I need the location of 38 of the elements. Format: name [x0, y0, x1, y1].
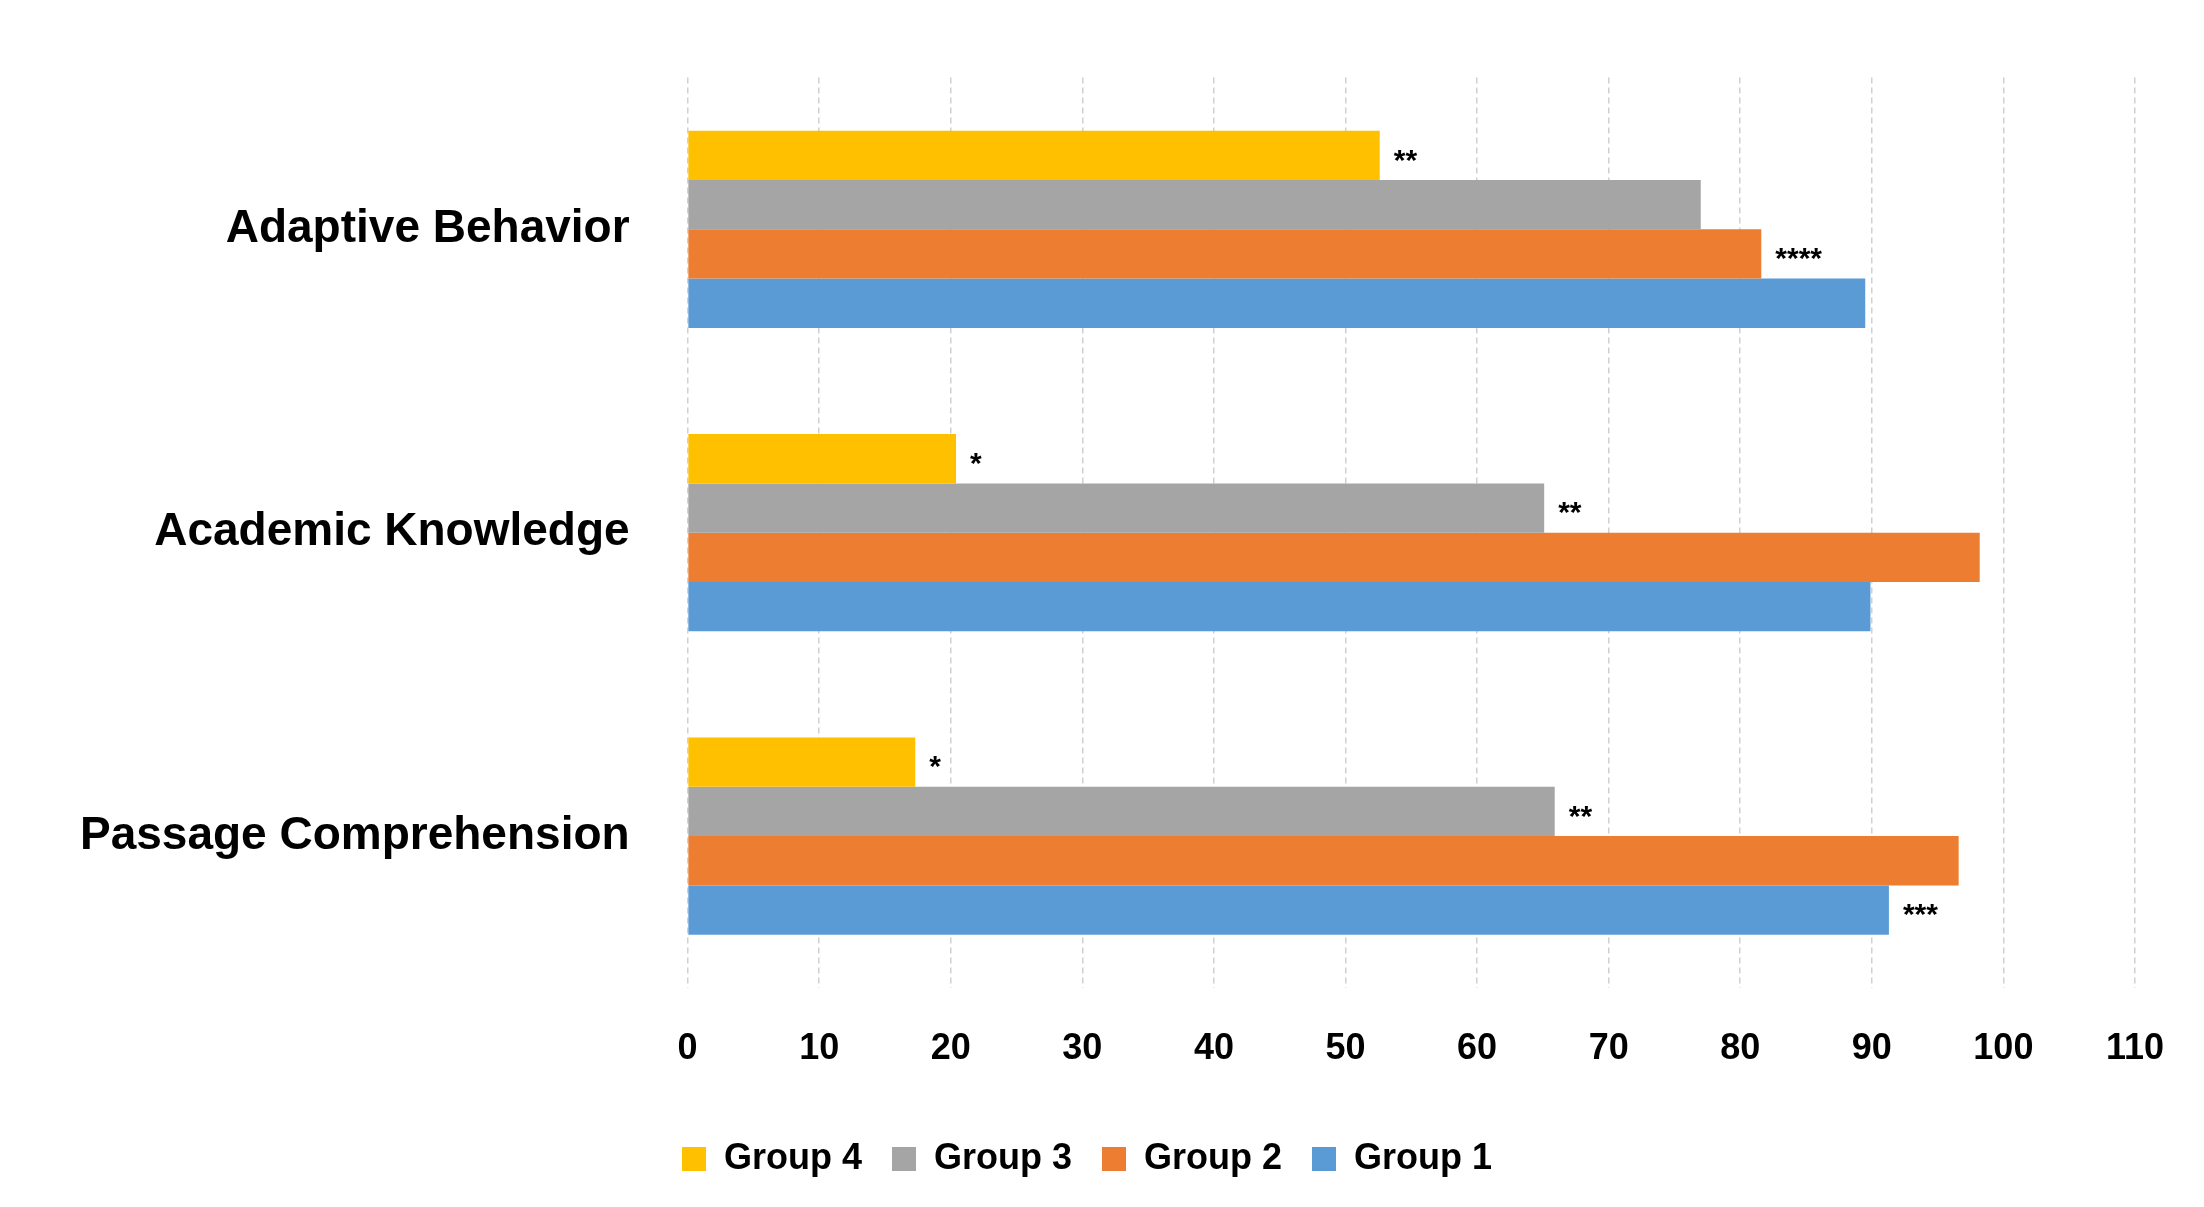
x-tick-label: 100 — [1973, 1026, 2034, 1068]
x-tick-label: 110 — [2105, 1026, 2164, 1068]
x-tick-label: 90 — [1851, 1026, 1892, 1068]
legend-label: Group 4 — [723, 1135, 862, 1177]
y-tick-label: Adaptive Behavior — [225, 199, 630, 252]
x-tick-label: 40 — [1193, 1026, 1234, 1068]
x-tick-label: 80 — [1720, 1026, 1761, 1068]
legend-label: Group 1 — [1354, 1135, 1493, 1177]
bar — [688, 786, 1555, 837]
annotation: * — [970, 446, 983, 480]
annotation: *** — [1902, 897, 1939, 931]
bar — [688, 434, 957, 484]
x-tick-label: 50 — [1325, 1026, 1366, 1068]
x-tick-label: 0 — [677, 1026, 698, 1068]
annotation: ** — [1393, 142, 1418, 176]
bar — [688, 885, 1889, 935]
bar — [688, 483, 1545, 533]
bar — [688, 836, 1959, 886]
bar — [688, 532, 1980, 582]
x-tick-label: 60 — [1457, 1026, 1498, 1068]
bar — [688, 229, 1762, 279]
x-tick-label: 20 — [930, 1026, 971, 1068]
x-tick-label: 10 — [799, 1026, 840, 1068]
bar — [688, 130, 1380, 180]
y-tick-label: Passage Comprehension — [79, 806, 630, 859]
annotation: ** — [1568, 798, 1593, 832]
annotation: ** — [1558, 495, 1582, 529]
legend-label: Group 2 — [1144, 1135, 1283, 1177]
bar — [688, 278, 1866, 328]
x-tick-label: 70 — [1588, 1026, 1629, 1068]
bar — [688, 582, 1871, 632]
bar — [688, 737, 916, 787]
legend-label: Group 3 — [933, 1135, 1073, 1177]
bar — [688, 180, 1701, 230]
x-tick-label: 30 — [1062, 1026, 1103, 1068]
annotation: **** — [1775, 241, 1823, 275]
y-tick-label: Academic Knowledge — [154, 503, 630, 556]
annotation: * — [929, 749, 942, 783]
